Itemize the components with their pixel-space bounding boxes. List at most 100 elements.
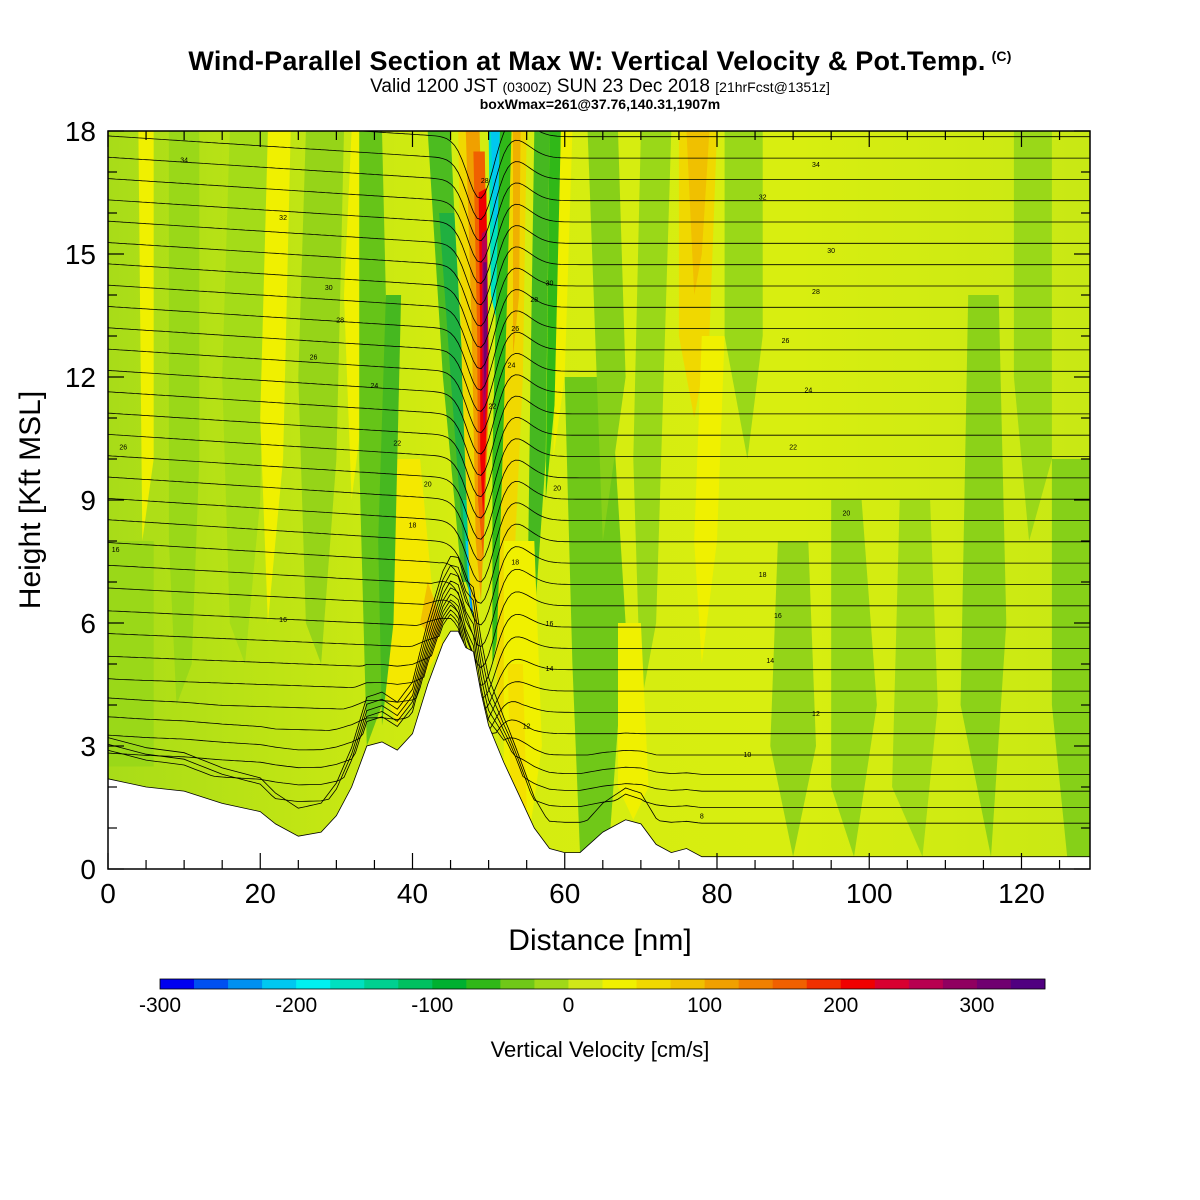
theta-contour-line	[108, 306, 1090, 391]
velocity-band	[587, 131, 626, 541]
velocity-field	[108, 131, 1090, 857]
velocity-band	[378, 295, 402, 726]
colorbar-swatch	[772, 979, 808, 989]
theta-contour-line	[108, 263, 1090, 348]
contour-label: 18	[511, 560, 519, 567]
colorbar-swatch	[806, 979, 842, 989]
colorbar-swatch	[704, 979, 740, 989]
forecast-info: [21hrFcst@1351z]	[715, 79, 830, 95]
terrain	[108, 630, 1090, 869]
contour-label: 32	[759, 195, 767, 202]
theta-contour-line	[108, 587, 1090, 669]
colorbar-tick-label: -200	[275, 994, 317, 1017]
colorbar-tick-label: 200	[823, 994, 858, 1017]
colorbar-swatch	[602, 979, 637, 989]
y-tick-label: 3	[80, 731, 96, 762]
theta-contour-line	[108, 564, 1090, 808]
y-tick-label: 12	[65, 362, 96, 393]
theta-contour-line	[108, 555, 1090, 824]
colorbar-tick-label: -100	[411, 994, 453, 1017]
contour-label: 28	[812, 289, 820, 296]
x-tick-label: 80	[701, 878, 732, 909]
colorbar-swatch	[398, 979, 433, 989]
valid-date: SUN 23 Dec 2018	[556, 76, 710, 97]
colorbar-swatch	[908, 979, 944, 989]
title-block: Wind-Parallel Section at Max W: Vertical…	[0, 40, 1200, 111]
colorbar-swatch	[840, 979, 876, 989]
plot-area: 34 32 30 28 26 24 26 22 20 18 16 16 28 30 28 26 24 22 20 18…	[107, 130, 1091, 870]
velocity-band	[694, 336, 725, 664]
contour-label: 26	[782, 338, 790, 345]
velocity-band	[222, 131, 268, 664]
contour-label: 14	[546, 666, 554, 673]
theta-contour-line	[108, 604, 1090, 723]
contour-label: 26	[119, 445, 127, 452]
contour-label: 12	[523, 724, 531, 731]
velocity-band	[724, 131, 763, 459]
theta-contour-line	[108, 580, 1090, 775]
x-tick-label: 60	[549, 878, 580, 909]
contour-label: 32	[279, 215, 287, 222]
y-axis-label: Height [Kft MSL]	[14, 391, 47, 609]
theta-contour-line	[108, 599, 1090, 732]
contour-label: 24	[371, 383, 379, 390]
velocity-band	[1013, 131, 1052, 541]
colorbar-tick-label: 300	[959, 994, 994, 1017]
contour-label: 18	[409, 523, 417, 530]
theta-contour-line	[108, 476, 1090, 562]
x-tick-label: 20	[245, 878, 276, 909]
contour-label: 24	[804, 387, 812, 394]
colorbar-swatch	[670, 979, 706, 989]
theta-contour-line	[108, 564, 1090, 647]
velocity-band	[892, 500, 938, 857]
colorbar: -300 -200 -100 0 100 200 300	[139, 978, 1046, 1017]
colorbar-swatch	[466, 979, 501, 989]
contour-label: 30	[325, 285, 333, 292]
x-axis-label: Distance [nm]	[508, 924, 691, 957]
colorbar-swatch	[534, 979, 569, 989]
y-tick-label: 18	[65, 116, 96, 147]
colorbar-tick-label: -300	[139, 994, 181, 1017]
colorbar-label: Vertical Velocity [cm/s]	[491, 1037, 710, 1062]
theta-contour-line	[108, 455, 1090, 540]
contour-label: 30	[827, 248, 835, 255]
contour-label: 16	[546, 621, 554, 628]
contour-label: 20	[843, 510, 851, 517]
velocity-band	[138, 131, 154, 541]
colorbar-swatch	[194, 979, 229, 989]
velocity-band	[1051, 459, 1090, 857]
contour-label: 34	[812, 162, 820, 169]
theta-contour-line	[108, 593, 1090, 735]
contour-label: 16	[774, 613, 782, 620]
colorbar-swatch	[296, 979, 331, 989]
theta-contour-line	[108, 542, 1090, 626]
colorbar-tick-label: 100	[687, 994, 722, 1017]
colorbar-swatch	[636, 979, 671, 989]
velocity-band	[513, 131, 521, 357]
theta-contour-line	[108, 178, 1090, 263]
contour-label: 22	[393, 441, 401, 448]
theta-contour-line	[355, 131, 1090, 199]
contour-label: 20	[424, 482, 432, 489]
theta-contour-line	[108, 587, 1090, 756]
colorbar-swatch	[262, 979, 297, 989]
contour-label: 34	[180, 158, 188, 165]
theta-contour-line	[108, 135, 1090, 220]
valid-prefix: Valid 1200 JST	[370, 76, 498, 97]
y-tick-label: 6	[80, 608, 96, 639]
contour-label: 20	[553, 486, 561, 493]
contour-label: 30	[546, 281, 554, 288]
colorbar-swatch	[568, 979, 603, 989]
contour-label: 16	[279, 617, 287, 624]
y-tick-label: 15	[65, 239, 96, 270]
axis-ticks	[107, 130, 1090, 870]
velocity-band	[770, 541, 816, 857]
contour-label: 22	[489, 404, 497, 411]
theta-contour-line	[108, 519, 1090, 604]
theta-contour-line	[108, 220, 1090, 306]
theta-contour-line	[108, 348, 1090, 434]
theta-contour-line	[108, 609, 1090, 712]
contour-label: 26	[511, 326, 519, 333]
contour-label: 22	[789, 445, 797, 452]
